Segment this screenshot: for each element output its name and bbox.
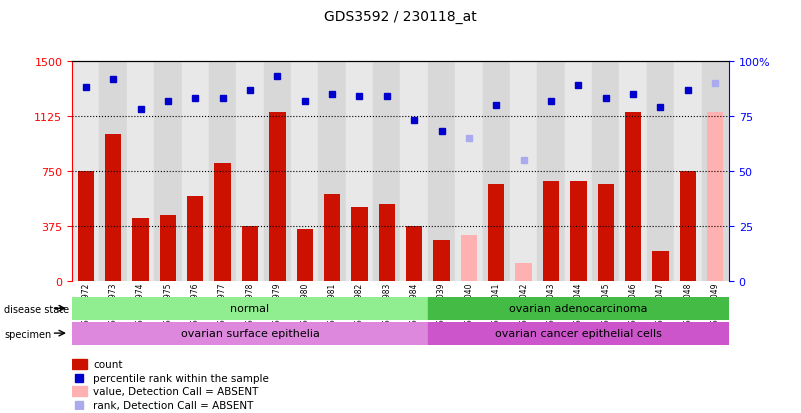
Bar: [105, 135, 122, 281]
Bar: [72, 386, 87, 396]
Bar: [72, 322, 428, 345]
Bar: [99, 62, 127, 281]
Bar: [72, 359, 87, 369]
Bar: [187, 196, 203, 281]
Bar: [510, 62, 537, 281]
Bar: [461, 235, 477, 281]
Text: normal: normal: [231, 304, 270, 314]
Bar: [215, 164, 231, 281]
Bar: [72, 62, 99, 281]
Bar: [264, 62, 291, 281]
Bar: [159, 215, 176, 281]
Bar: [242, 226, 258, 281]
Text: specimen: specimen: [4, 329, 51, 339]
Text: rank, Detection Call = ABSENT: rank, Detection Call = ABSENT: [93, 400, 253, 410]
Bar: [209, 62, 236, 281]
Text: ovarian cancer epithelial cells: ovarian cancer epithelial cells: [495, 328, 662, 339]
Bar: [537, 62, 565, 281]
Bar: [78, 171, 94, 281]
Bar: [72, 297, 428, 320]
Bar: [127, 62, 154, 281]
Bar: [702, 62, 729, 281]
Bar: [428, 62, 455, 281]
Bar: [373, 62, 400, 281]
Bar: [400, 62, 428, 281]
Text: value, Detection Call = ABSENT: value, Detection Call = ABSENT: [93, 386, 259, 396]
Text: GDS3592 / 230118_at: GDS3592 / 230118_at: [324, 10, 477, 24]
Bar: [132, 218, 149, 281]
Bar: [318, 62, 346, 281]
Bar: [433, 240, 450, 281]
Bar: [346, 62, 373, 281]
Bar: [482, 62, 510, 281]
Bar: [543, 182, 559, 281]
Bar: [592, 62, 619, 281]
Bar: [236, 62, 264, 281]
Bar: [625, 113, 642, 281]
Bar: [674, 62, 702, 281]
Bar: [296, 230, 313, 281]
Bar: [428, 297, 729, 320]
Bar: [488, 185, 505, 281]
Bar: [269, 113, 285, 281]
Bar: [428, 322, 729, 345]
Text: ovarian surface epithelia: ovarian surface epithelia: [180, 328, 320, 339]
Bar: [652, 252, 669, 281]
Bar: [646, 62, 674, 281]
Bar: [379, 205, 395, 281]
Bar: [324, 195, 340, 281]
Text: disease state: disease state: [4, 304, 69, 314]
Bar: [291, 62, 318, 281]
Bar: [598, 185, 614, 281]
Text: count: count: [93, 359, 123, 369]
Bar: [154, 62, 182, 281]
Bar: [565, 62, 592, 281]
Bar: [619, 62, 646, 281]
Bar: [406, 226, 422, 281]
Text: ovarian adenocarcinoma: ovarian adenocarcinoma: [509, 304, 648, 314]
Bar: [351, 208, 368, 281]
Bar: [707, 113, 723, 281]
Bar: [455, 62, 482, 281]
Text: percentile rank within the sample: percentile rank within the sample: [93, 373, 269, 383]
Bar: [570, 182, 586, 281]
Bar: [515, 263, 532, 281]
Bar: [182, 62, 209, 281]
Bar: [679, 171, 696, 281]
